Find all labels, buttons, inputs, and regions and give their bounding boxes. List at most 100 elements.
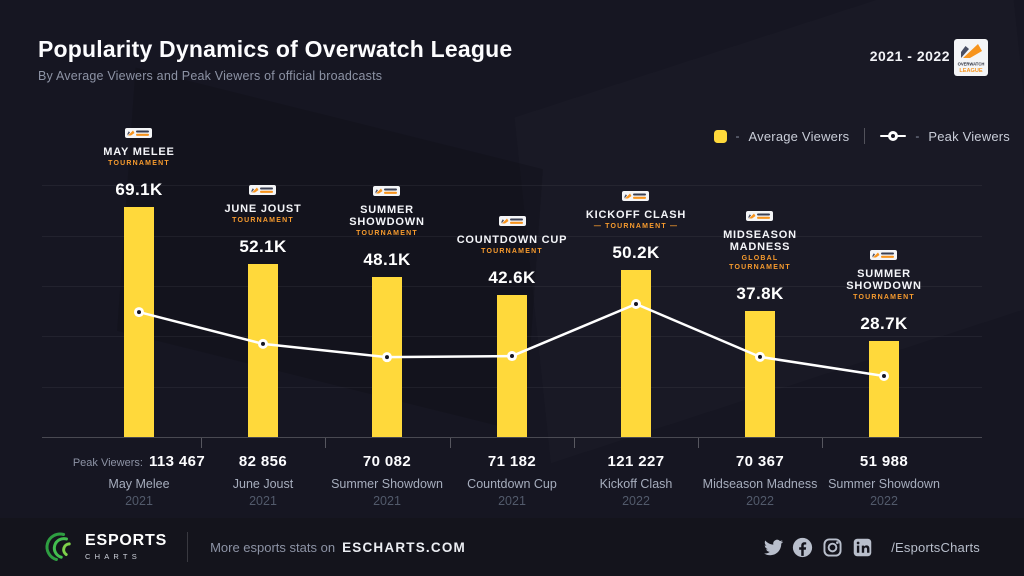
tournament-title: SHOWDOWN — [846, 280, 922, 293]
tournament-subtitle: — TOURNAMENT — — [593, 222, 679, 230]
tournament-title: MADNESS — [729, 241, 791, 254]
chart-column: SUMMER SHOWDOWN TOURNAMENT 48.1K — [325, 183, 449, 437]
overwatch-league-badge-icon — [249, 185, 277, 196]
facebook-icon[interactable] — [792, 537, 813, 558]
esports-charts-wordmark: ESPORTS CHARTS — [85, 532, 168, 562]
instagram-icon[interactable] — [822, 537, 843, 558]
average-viewers-value: 28.7K — [860, 314, 908, 333]
chart-column: MIDSEASON MADNESS GLOBAL TOURNAMENT 37.8K — [698, 208, 822, 437]
x-axis-line — [42, 437, 982, 438]
tournament-subtitle: TOURNAMENT — [853, 293, 915, 301]
overwatch-league-badge-icon — [870, 249, 898, 260]
category-label: May Melee — [108, 477, 170, 491]
chart-column: KICKOFF CLASH — TOURNAMENT — 50.2K — [574, 188, 698, 437]
svg-text:LEAGUE: LEAGUE — [959, 68, 983, 74]
category-label: Summer Showdown — [828, 477, 940, 491]
average-viewers-swatch — [713, 129, 727, 143]
peak-viewers-value: 113 467 — [148, 453, 206, 470]
tournament-title: SUMMER — [857, 267, 911, 280]
category-label: Summer Showdown — [331, 477, 443, 491]
average-viewers-value: 37.8K — [736, 284, 784, 303]
tournament-title: SHOWDOWN — [349, 216, 425, 229]
chart-column: MAY MELEE TOURNAMENT 69.1K — [77, 125, 201, 437]
peak-viewers-cell: 121 227 — [574, 453, 698, 470]
category-label: Countdown Cup — [467, 477, 557, 491]
peak-viewers-value: 70 082 — [362, 453, 412, 470]
tournament-title: KICKOFF CLASH — [585, 209, 687, 222]
average-viewers-bar — [869, 341, 899, 437]
category-year: 2022 — [622, 494, 650, 508]
tournament-label: MIDSEASON MADNESS GLOBAL TOURNAMENT — [723, 208, 797, 272]
tournament-subtitle: TOURNAMENT — [729, 263, 791, 271]
tournament-label: SUMMER SHOWDOWN TOURNAMENT — [846, 247, 921, 302]
peak-viewers-cell: 70 082 — [325, 453, 449, 470]
footer-divider — [187, 532, 189, 562]
overwatch-league-badge-icon — [622, 191, 650, 202]
overwatch-league-badge-icon — [746, 210, 774, 221]
category-year: 2021 — [249, 494, 277, 508]
average-viewers-bar — [124, 207, 154, 437]
brand-subname: CHARTS — [85, 552, 141, 561]
overwatch-league-badge-icon — [373, 185, 401, 196]
tournament-subtitle: GLOBAL — [741, 254, 779, 262]
peak-viewers-cell: Peak Viewers: 113 467 — [73, 453, 205, 470]
legend-divider — [864, 128, 866, 144]
overwatch-league-badge-icon — [498, 216, 526, 227]
peak-viewers-cell: 82 856 — [201, 453, 325, 470]
peak-viewers-cell: 70 367 — [698, 453, 822, 470]
average-viewers-value: 42.6K — [488, 268, 536, 287]
page-title: Popularity Dynamics of Overwatch League — [38, 36, 513, 62]
axis-tick — [325, 438, 326, 448]
linkedin-icon[interactable] — [852, 537, 873, 558]
twitter-icon[interactable] — [764, 538, 784, 557]
average-viewers-bar — [621, 270, 651, 437]
average-viewers-value: 48.1K — [363, 250, 411, 269]
tournament-subtitle: TOURNAMENT — [232, 216, 294, 224]
legend-dash: - — [735, 129, 740, 143]
social-handle[interactable]: /EsportsCharts — [891, 539, 980, 555]
average-viewers-bar — [745, 311, 775, 437]
esports-charts-logo-icon — [45, 532, 71, 561]
average-viewers-value: 50.2K — [612, 243, 660, 262]
tournament-subtitle: TOURNAMENT — [356, 229, 418, 237]
peak-viewers-row-label: Peak Viewers: — [72, 457, 143, 469]
axis-tick — [698, 438, 699, 448]
tournament-title: MAY MELEE — [103, 146, 175, 159]
chart-column: COUNTDOWN CUP TOURNAMENT 42.6K — [450, 213, 574, 437]
average-viewers-value: 52.1K — [239, 237, 287, 256]
page-subtitle: By Average Viewers and Peak Viewers of o… — [38, 69, 383, 83]
average-viewers-bar — [497, 295, 527, 437]
peak-viewers-value: 70 367 — [735, 453, 785, 470]
tournament-label: SUMMER SHOWDOWN TOURNAMENT — [349, 183, 424, 238]
gridline — [42, 286, 982, 287]
peak-viewers-value: 71 182 — [487, 453, 537, 470]
legend-dash: - — [915, 129, 920, 143]
overwatch-league-logo: OVERWATCH LEAGUE — [954, 39, 988, 76]
brand-name: ESPORTS — [85, 532, 168, 549]
peak-viewers-value: 51 988 — [859, 453, 909, 470]
gridline — [42, 236, 982, 237]
footer-bar: ESPORTS CHARTS More esports stats on ESC… — [0, 518, 1024, 576]
tournament-label: JUNE JOUST TOURNAMENT — [224, 182, 301, 225]
peak-viewers-value: 82 856 — [238, 453, 288, 470]
peak-viewers-marker-icon — [880, 131, 907, 141]
category-label: Kickoff Clash — [599, 477, 673, 491]
category-label: June Joust — [232, 477, 294, 491]
social-icons — [764, 537, 873, 558]
overwatch-league-badge-icon — [125, 128, 153, 139]
category-year: 2022 — [746, 494, 774, 508]
tournament-title: COUNTDOWN CUP — [456, 234, 568, 247]
tournament-subtitle: TOURNAMENT — [108, 159, 170, 167]
tournament-label: KICKOFF CLASH — TOURNAMENT — — [586, 188, 686, 231]
peak-viewers-cell: 51 988 — [822, 453, 946, 470]
tournament-title: MIDSEASON — [723, 228, 797, 241]
category-year: 2021 — [373, 494, 401, 508]
category-label: Midseason Madness — [702, 477, 818, 491]
period-label: 2021 - 2022 — [869, 48, 950, 64]
tournament-subtitle: TOURNAMENT — [481, 247, 543, 255]
gridline — [42, 185, 982, 186]
escharts-link[interactable]: ESCHARTS.COM — [342, 539, 466, 555]
legend-peak-label: Peak Viewers — [928, 128, 1010, 144]
chart-column: SUMMER SHOWDOWN TOURNAMENT 28.7K — [822, 247, 946, 437]
average-viewers-value: 69.1K — [115, 180, 163, 199]
